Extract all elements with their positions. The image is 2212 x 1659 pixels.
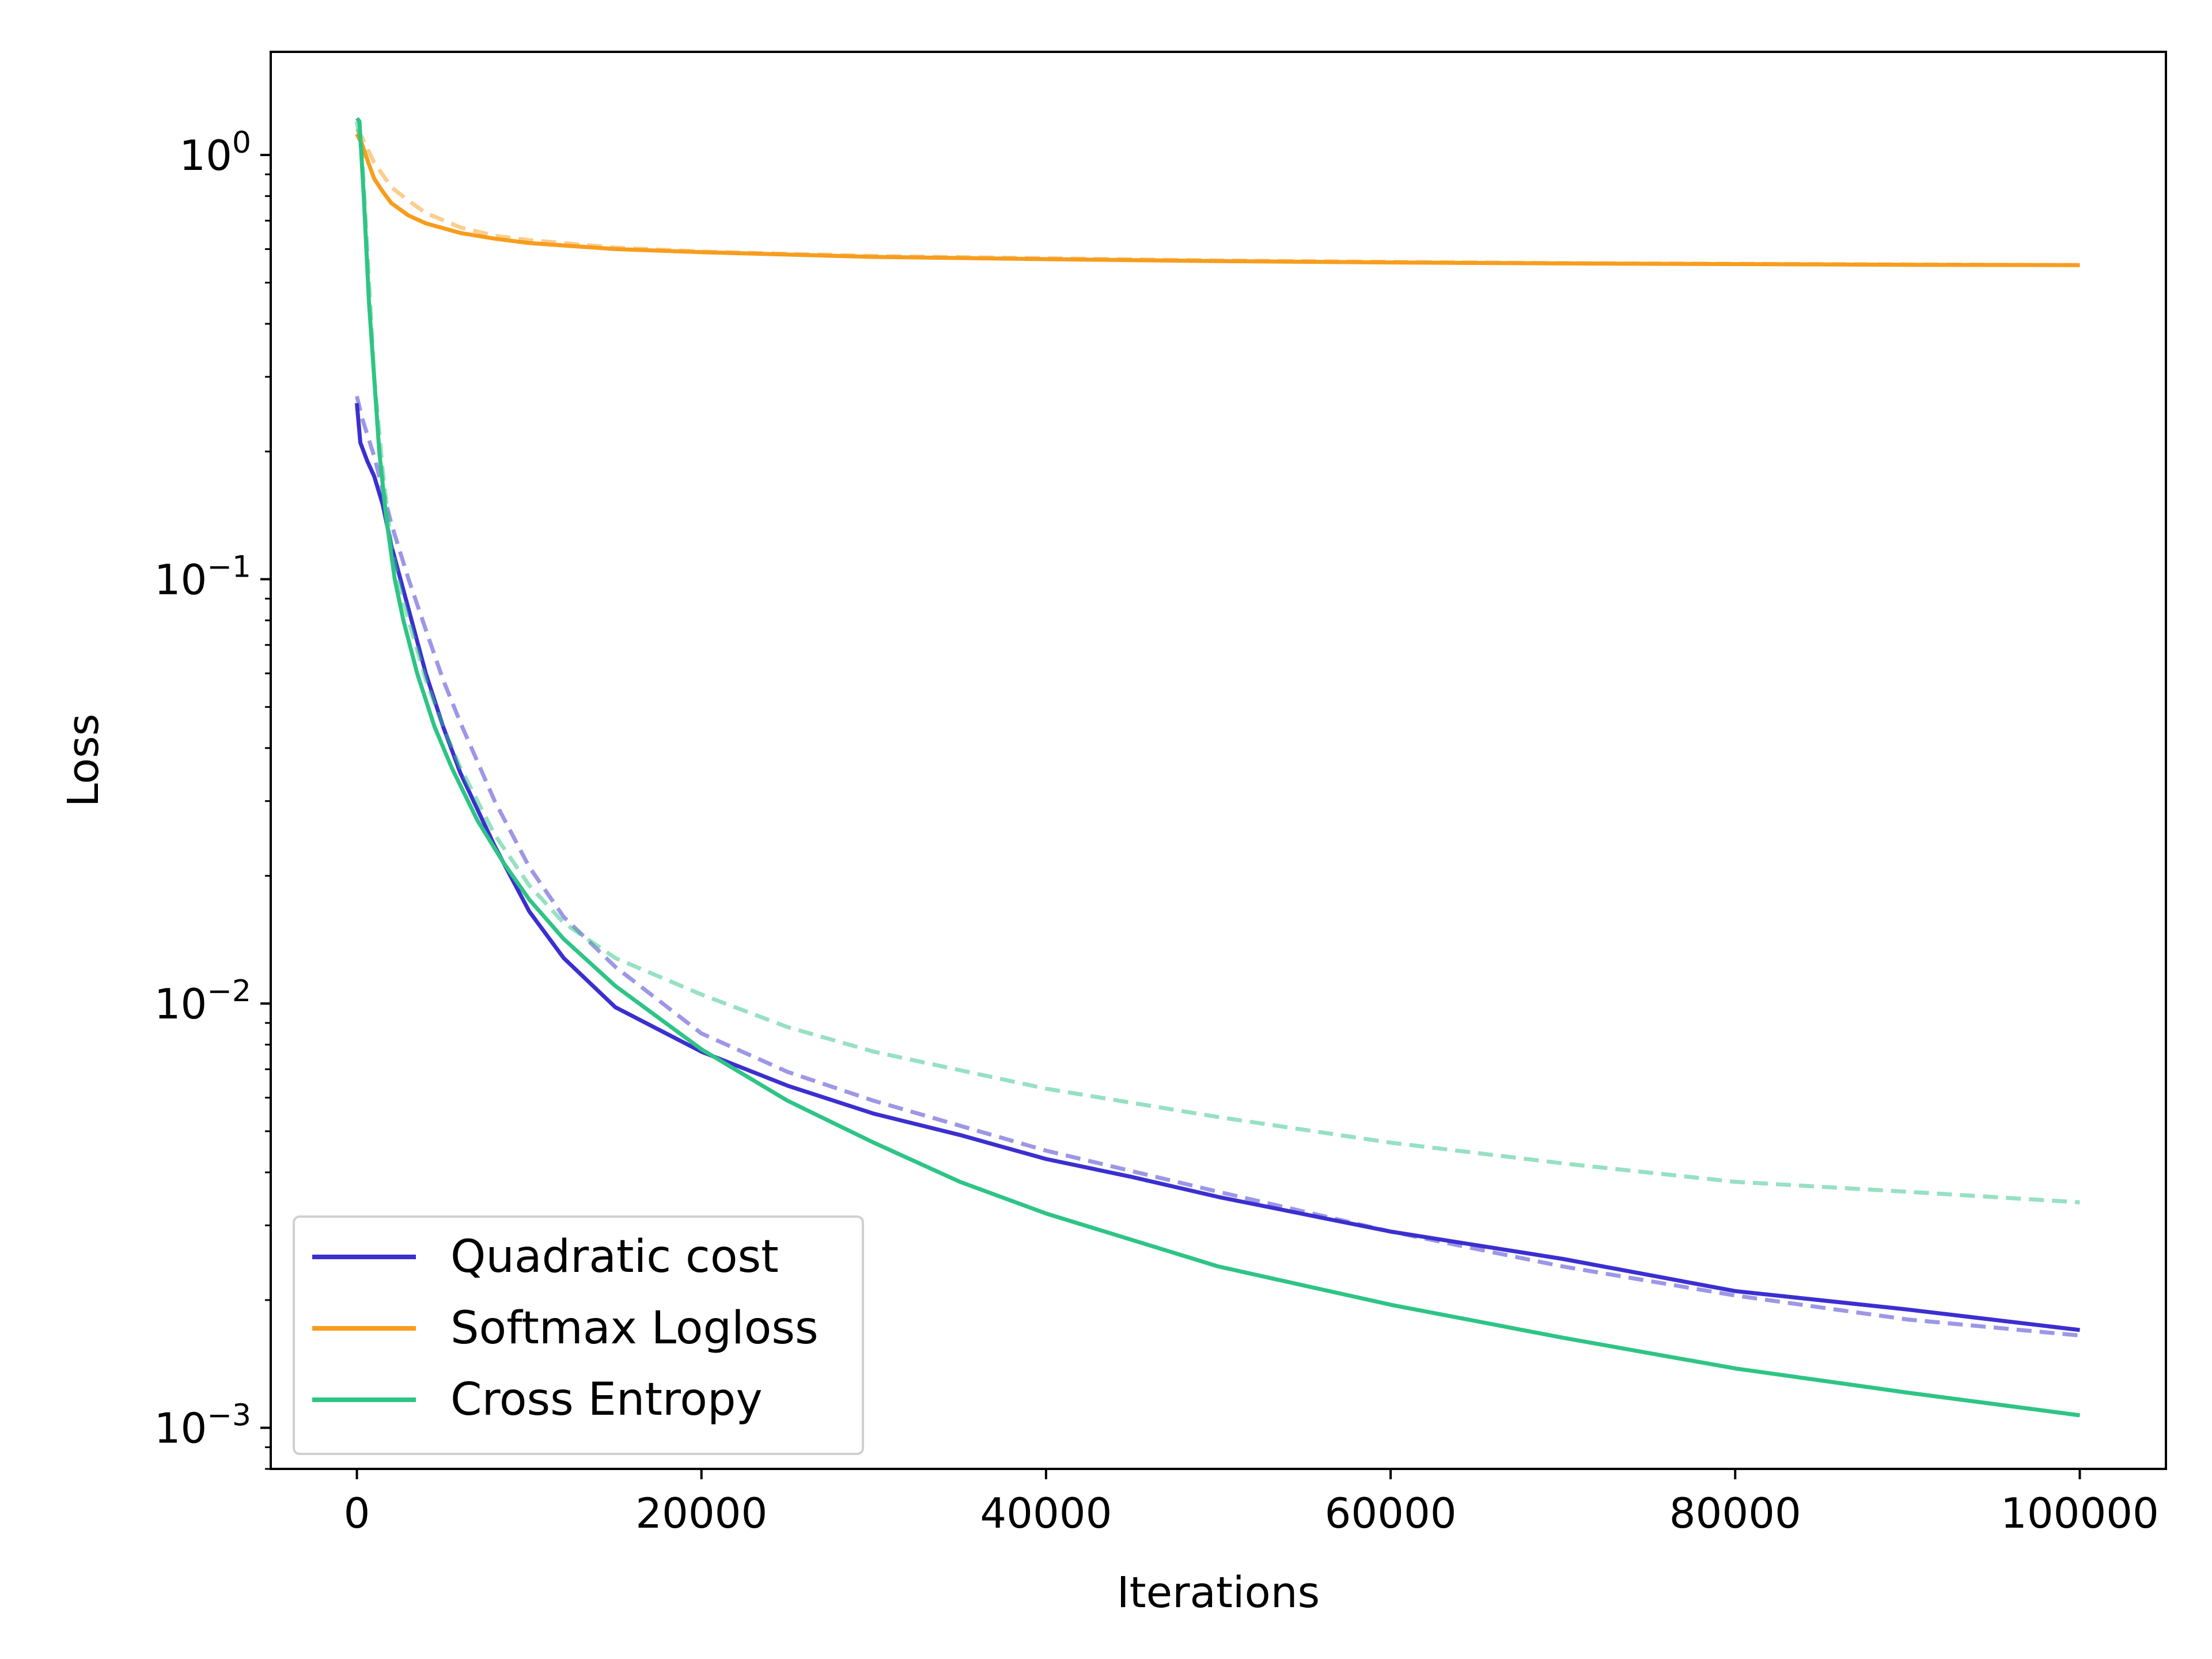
- series-line-4: [355, 117, 2080, 1418]
- y-axis-label: Loss: [59, 714, 108, 807]
- legend-label: Quadratic cost: [450, 1231, 779, 1283]
- legend: Quadratic cost Softmax Logloss Cross Entro…: [293, 1215, 864, 1455]
- series-layer: [355, 117, 2080, 1418]
- legend-label: Softmax Logloss: [450, 1302, 819, 1354]
- series-line-5: [355, 121, 2080, 1205]
- y-tick-label: 10−3: [154, 1399, 251, 1453]
- x-tick-label: 60000: [1325, 1489, 1457, 1537]
- x-axis-label: Iterations: [1117, 1568, 1320, 1618]
- axes-layer: 0 20000 40000 60000 80000 100000 100 10−1 10−2 10…: [154, 126, 2159, 1537]
- y-tick-label: 100: [179, 126, 251, 180]
- x-tick-label: 20000: [635, 1489, 767, 1537]
- series-line-2: [355, 133, 2080, 267]
- legend-label: Cross Entropy: [450, 1374, 763, 1426]
- y-tick-label: 10−2: [154, 974, 251, 1028]
- x-tick-label: 80000: [1669, 1489, 1801, 1537]
- y-tick-label: 10−1: [154, 550, 251, 604]
- x-tick-label: 40000: [980, 1489, 1112, 1537]
- legend-box: [293, 1215, 864, 1455]
- x-tick-label: 0: [344, 1489, 370, 1537]
- series-line-3: [355, 128, 2080, 267]
- x-tick-label: 100000: [2001, 1489, 2159, 1537]
- plot-frame: [270, 51, 2167, 1470]
